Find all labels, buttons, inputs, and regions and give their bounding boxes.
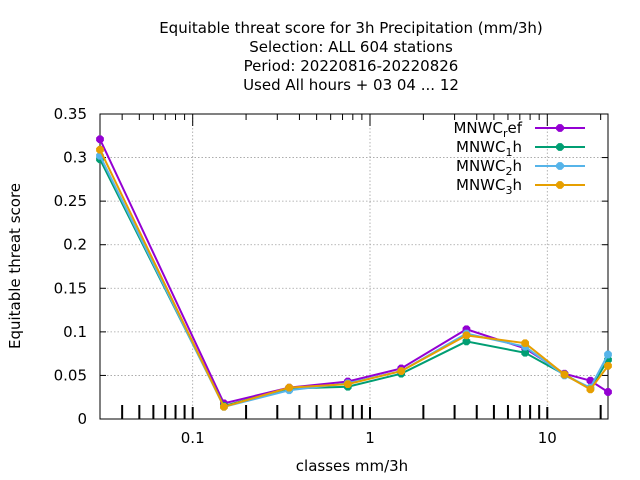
series-2 [96,155,612,410]
title-line-1: Equitable threat score for 3h Precipitat… [159,19,543,37]
plot-frame [99,113,609,420]
y-tick-label: 0.15 [54,279,87,297]
y-tick-label: 0.3 [63,149,87,167]
data-point [285,383,294,392]
data-point [343,380,352,388]
series-1 [96,135,612,408]
legend-label: MNWCref [453,119,522,140]
legend-entry-1: MNWCref [453,119,585,140]
data-point [604,350,612,359]
grid [100,114,608,419]
series-line [99,158,609,408]
y-tick-label: 0.1 [63,323,87,341]
series-3 [96,151,612,411]
x-tick-label: 10 [538,429,557,447]
series-line [99,138,609,405]
data-point [604,388,612,396]
series-line [99,149,609,408]
legend-label: MNWC1h [456,138,522,159]
chart-title: Equitable threat score for 3h Precipitat… [159,19,543,94]
data-point [397,367,406,375]
title-line-4: Used All hours + 03 04 ... 12 [243,76,459,94]
y-tick-label: 0.05 [54,366,87,384]
legend-label: MNWC3h [456,176,522,197]
x-tick-label: 0.1 [181,429,205,447]
title-line-3: Period: 20220816-20220826 [244,57,459,75]
data-point [560,370,569,379]
legend-marker [556,124,564,132]
data-point [604,361,612,370]
x-axis-label: classes mm/3h [296,457,408,475]
legend-entry-3: MNWC2h [456,157,585,178]
legend-entry-2: MNWC1h [456,138,585,159]
legend-label: MNWC2h [456,157,522,178]
y-tick-label: 0.35 [54,105,87,123]
data-point [96,135,104,144]
y-tick-label: 0 [77,410,87,428]
y-tick-label: 0.2 [63,236,87,254]
y-axis-label: Equitable threat score [6,183,24,349]
series-4 [96,145,612,411]
data-point [462,331,471,340]
y-tick-label: 0.25 [54,192,87,210]
legend-entry-4: MNWC3h [456,176,585,197]
data-point [521,339,529,348]
legend-marker [556,181,564,189]
data-point [96,145,104,154]
x-tick-label: 1 [365,429,375,447]
series-group [96,135,612,411]
series-line [99,155,609,408]
axes: 0 0.05 0.1 0.15 0.2 0.25 0.3 0.35 0.1 1 10 [54,105,609,447]
legend-marker [556,162,564,170]
data-point [586,385,595,394]
title-line-2: Selection: ALL 604 stations [249,38,453,56]
data-point [220,402,228,411]
legend-marker [556,143,564,151]
